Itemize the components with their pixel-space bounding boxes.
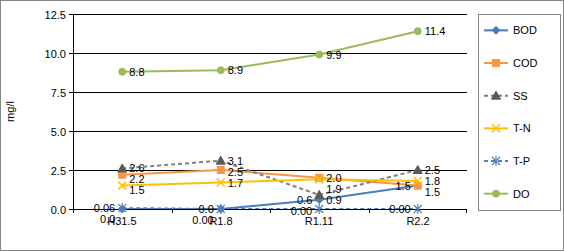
point-marker (217, 178, 225, 186)
legend-marker (492, 26, 500, 34)
x-tick (172, 209, 173, 213)
point-marker (119, 68, 126, 75)
x-tick (73, 209, 74, 213)
data-label: 0.0 (100, 213, 115, 225)
grid-line (73, 131, 467, 132)
point-marker (217, 205, 225, 213)
data-label: 1.5 (395, 180, 410, 192)
x-tick (270, 209, 271, 213)
chart-frame (1, 1, 564, 251)
point-marker (315, 175, 323, 183)
point-marker (217, 204, 225, 214)
legend-marker (493, 60, 500, 67)
y-tick-label: 5.0 (51, 126, 66, 138)
legend-marker (492, 91, 501, 99)
legend-box (479, 15, 561, 211)
y-tick (69, 209, 73, 210)
y-tick (69, 53, 73, 54)
data-label: 1.7 (228, 177, 243, 189)
legend-marker (492, 156, 500, 166)
y-tick-label: 7.5 (51, 87, 66, 99)
point-marker (414, 177, 422, 185)
y-axis (73, 14, 74, 209)
y-tick-label: 10.0 (45, 48, 66, 60)
y-tick (69, 170, 73, 171)
legend-marker (492, 124, 500, 132)
markers (118, 28, 423, 214)
series-line (122, 31, 418, 72)
data-label: 0.9 (326, 194, 341, 206)
series-line (122, 186, 418, 209)
x-tick (369, 209, 370, 213)
grid-line (73, 92, 467, 93)
point-marker (217, 67, 224, 74)
point-marker (216, 156, 225, 164)
x-tick-label: R2.2 (406, 215, 429, 227)
point-marker (414, 204, 422, 214)
y-tick (69, 92, 73, 93)
legend-label: T-N (513, 122, 531, 134)
series-line (122, 179, 418, 185)
point-marker (118, 203, 126, 213)
chart: 0.02.55.07.510.012.5mg/lH31.5R1.8R1.11R2… (0, 0, 564, 251)
point-marker (118, 182, 126, 190)
point-marker (217, 167, 224, 174)
point-marker (315, 204, 323, 214)
y-tick-label: 2.5 (51, 165, 66, 177)
lines (122, 31, 418, 209)
y-tick (69, 131, 73, 132)
x-tick-label: R1.11 (305, 215, 334, 227)
legend-marker (493, 190, 500, 197)
data-label: 0.00 (389, 203, 410, 215)
series-line (122, 207, 418, 209)
point-marker (414, 28, 421, 35)
data-label: 8.8 (129, 66, 144, 78)
point-marker (316, 51, 323, 58)
data-label: 1.5 (129, 184, 144, 196)
data-label: 11.4 (425, 25, 446, 37)
y-tick-label: 0.0 (51, 204, 66, 216)
y-axis-title: mg/l (4, 101, 16, 122)
legend-label: DO (513, 188, 530, 200)
legend: BOD COD SS T-N T-P DO (479, 15, 561, 211)
data-labels: 0.060.08.82.62.21.50.00.008.93.12.51.70.… (94, 25, 446, 226)
data-label: 9.9 (326, 49, 341, 61)
point-marker (413, 166, 422, 174)
data-label: 1.5 (425, 186, 440, 198)
point-marker (118, 164, 127, 172)
y-tick-label: 12.5 (45, 9, 66, 21)
grid-line (73, 14, 467, 15)
series-line (122, 161, 418, 195)
x-tick (466, 209, 467, 213)
legend-label: COD (513, 57, 538, 69)
data-label: 8.9 (228, 64, 243, 76)
data-label: 0.00 (192, 214, 213, 226)
legend-label: SS (513, 90, 528, 102)
y-tick (69, 14, 73, 15)
legend-label: BOD (513, 24, 537, 36)
point-marker (315, 190, 324, 198)
data-label: 0.00 (291, 205, 312, 217)
grid-line (73, 53, 467, 54)
legend-label: T-P (513, 155, 530, 167)
